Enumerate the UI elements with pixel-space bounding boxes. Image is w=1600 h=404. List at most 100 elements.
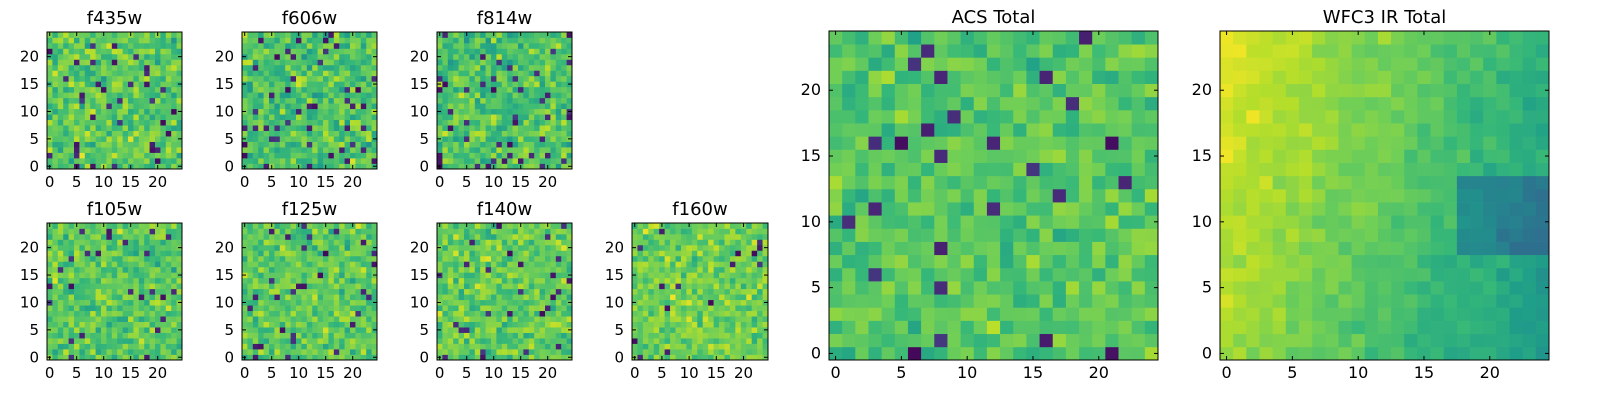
heatmap-cell bbox=[258, 37, 264, 43]
heatmap-cell bbox=[171, 300, 177, 306]
heatmap-cell bbox=[139, 311, 145, 317]
heatmap-cell bbox=[247, 300, 253, 306]
heatmap-cell bbox=[117, 70, 123, 76]
heatmap-cell bbox=[486, 92, 492, 98]
heatmap-cell bbox=[280, 125, 286, 131]
heatmap-cell bbox=[285, 250, 291, 256]
heatmap-cell bbox=[264, 316, 270, 322]
heatmap-cell bbox=[355, 158, 361, 164]
heatmap-cell bbox=[459, 223, 465, 229]
heatmap-cell bbox=[507, 153, 513, 159]
heatmap-cell bbox=[372, 92, 378, 98]
heatmap-cell bbox=[52, 37, 58, 43]
y-tick-label: 15 bbox=[215, 266, 234, 284]
heatmap-cell bbox=[366, 131, 372, 137]
heatmap-cell bbox=[453, 322, 459, 328]
x-tick-label: 10 bbox=[289, 364, 308, 382]
heatmap-cell bbox=[437, 114, 443, 120]
heatmap-cell bbox=[708, 355, 714, 361]
heatmap-cell bbox=[486, 250, 492, 256]
heatmap-cell bbox=[550, 142, 556, 148]
heatmap-cell bbox=[74, 59, 80, 65]
heatmap-cell bbox=[708, 300, 714, 306]
heatmap-cell bbox=[480, 103, 486, 109]
heatmap-cell bbox=[74, 300, 80, 306]
heatmap-cell bbox=[323, 147, 329, 153]
heatmap-cell bbox=[502, 98, 508, 104]
heatmap-cell bbox=[345, 305, 351, 311]
heatmap-cell bbox=[274, 305, 280, 311]
heatmap-cell bbox=[361, 344, 367, 350]
heatmap-cell bbox=[545, 98, 551, 104]
heatmap-cell bbox=[296, 37, 302, 43]
heatmap-cell bbox=[350, 327, 356, 333]
heatmap-cell bbox=[523, 109, 529, 115]
heatmap-cell bbox=[258, 158, 264, 164]
heatmap-cell bbox=[757, 278, 763, 284]
heatmap-cell bbox=[258, 316, 264, 322]
heatmap-cell bbox=[496, 300, 502, 306]
heatmap-cell bbox=[258, 333, 264, 339]
heatmap-cell bbox=[74, 114, 80, 120]
heatmap-cell bbox=[177, 98, 183, 104]
heatmap-cell bbox=[166, 261, 172, 267]
heatmap-cell bbox=[63, 37, 69, 43]
heatmap-cell bbox=[112, 327, 118, 333]
heatmap-cell bbox=[442, 289, 448, 295]
heatmap-cell bbox=[523, 311, 529, 317]
heatmap-cell bbox=[855, 228, 869, 242]
heatmap-cell bbox=[269, 250, 275, 256]
heatmap-cell bbox=[523, 81, 529, 87]
heatmap-cell bbox=[253, 316, 259, 322]
heatmap-cell bbox=[117, 142, 123, 148]
heatmap-cell bbox=[117, 114, 123, 120]
heatmap-cell bbox=[328, 239, 334, 245]
heatmap-cell bbox=[545, 349, 551, 355]
heatmap-cell bbox=[648, 338, 654, 344]
heatmap-cell bbox=[133, 355, 139, 361]
heatmap-cell bbox=[550, 98, 556, 104]
heatmap-cell bbox=[155, 153, 161, 159]
heatmap-cell bbox=[106, 300, 112, 306]
heatmap-cell bbox=[757, 316, 763, 322]
heatmap-cell bbox=[855, 176, 869, 190]
heatmap-cell bbox=[334, 114, 340, 120]
heatmap-cell bbox=[703, 289, 709, 295]
heatmap-cell bbox=[280, 65, 286, 71]
heatmap-cell bbox=[47, 76, 53, 82]
heatmap-cell bbox=[296, 245, 302, 251]
heatmap-cell bbox=[513, 272, 519, 278]
heatmap-cell bbox=[654, 344, 660, 350]
heatmap-cell bbox=[746, 256, 752, 262]
heatmap-cell bbox=[58, 283, 64, 289]
heatmap-cell bbox=[280, 234, 286, 240]
heatmap-cell bbox=[529, 120, 535, 126]
heatmap-cell bbox=[361, 81, 367, 87]
heatmap-cell bbox=[459, 272, 465, 278]
heatmap-cell bbox=[442, 355, 448, 361]
heatmap-cell bbox=[323, 65, 329, 71]
heatmap-cell bbox=[464, 48, 470, 54]
heatmap-cell bbox=[507, 333, 513, 339]
heatmap-cell bbox=[355, 142, 361, 148]
heatmap-cell bbox=[529, 245, 535, 251]
heatmap-cell bbox=[567, 311, 573, 317]
heatmap-cell bbox=[518, 92, 524, 98]
heatmap-cell bbox=[74, 81, 80, 87]
heatmap-cell bbox=[258, 120, 264, 126]
heatmap-cell bbox=[177, 316, 183, 322]
x-tick-label: 0 bbox=[435, 364, 445, 382]
heatmap-cell bbox=[171, 322, 177, 328]
heatmap-cell bbox=[301, 272, 307, 278]
heatmap-cell bbox=[301, 322, 307, 328]
heatmap-cell bbox=[475, 278, 481, 284]
heatmap-cell bbox=[334, 54, 340, 60]
heatmap-cell bbox=[502, 37, 508, 43]
heatmap-cell bbox=[681, 228, 687, 234]
heatmap-cell bbox=[1132, 347, 1146, 361]
heatmap-cell bbox=[545, 305, 551, 311]
heatmap-cell bbox=[486, 267, 492, 273]
heatmap-cell bbox=[1040, 228, 1054, 242]
heatmap-cell bbox=[242, 87, 248, 93]
heatmap-cell bbox=[518, 114, 524, 120]
